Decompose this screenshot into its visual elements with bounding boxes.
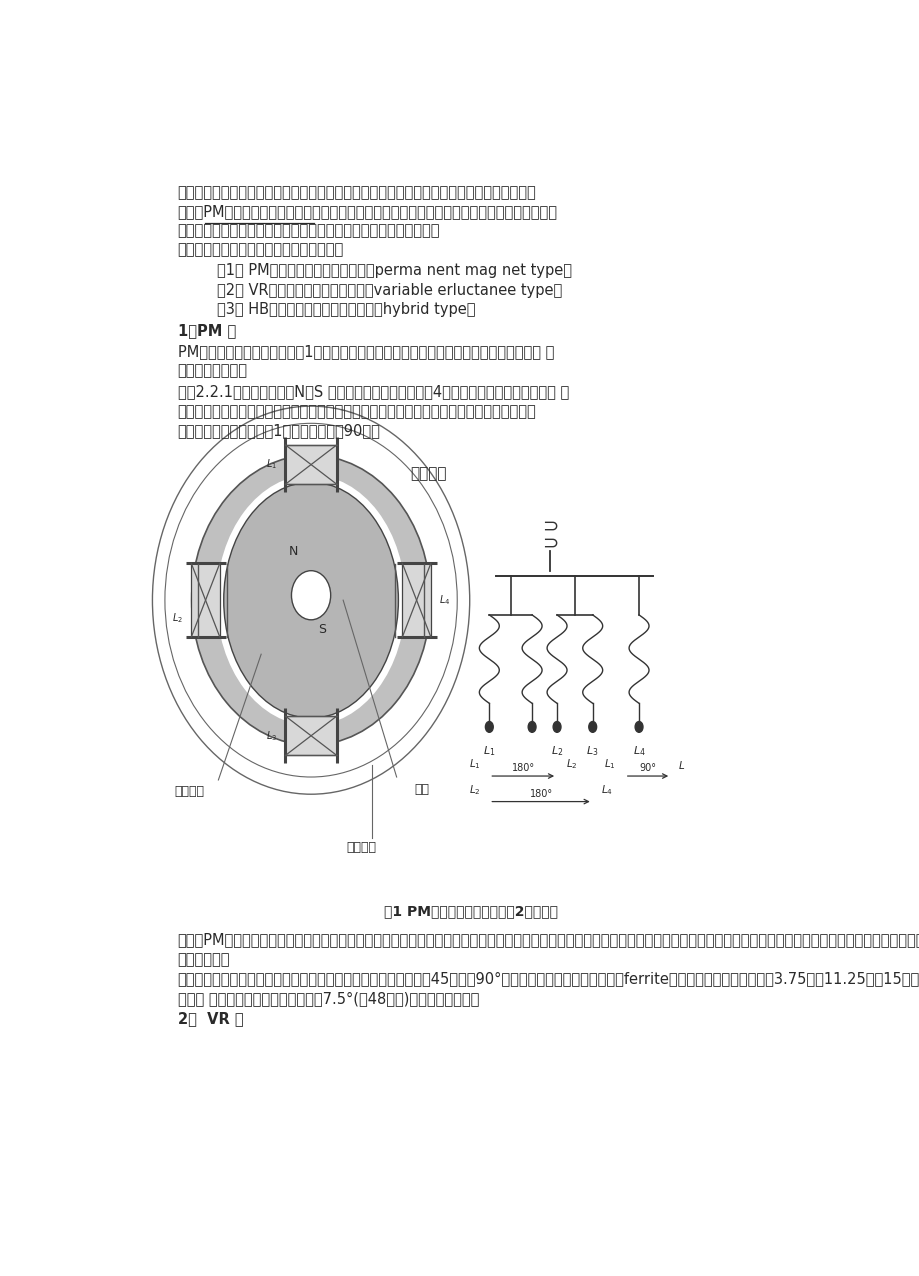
Text: 90°: 90° bbox=[639, 763, 656, 773]
Text: $L_2$: $L_2$ bbox=[565, 758, 576, 771]
Text: 180°: 180° bbox=[528, 789, 552, 799]
Text: $L_1$: $L_1$ bbox=[266, 458, 277, 471]
Circle shape bbox=[552, 721, 561, 732]
Text: 图1 PM型步进电机的原理图（2相单极）: 图1 PM型步进电机的原理图（2相单极） bbox=[384, 905, 558, 919]
Text: 转轴: 转轴 bbox=[414, 783, 428, 796]
Text: 2，  VR 型: 2， VR 型 bbox=[177, 1011, 244, 1026]
Text: $L_4$: $L_4$ bbox=[601, 783, 613, 796]
Text: （1） PM型步进电机：永久磁铁型（perma nent mag net type）: （1） PM型步进电机：永久磁铁型（perma nent mag net typ… bbox=[217, 263, 572, 278]
Text: 构成的PM型，由于电机的磁气构造分类，因此就性能上来说就会有影响，其它的有依步进电机的: 构成的PM型，由于电机的磁气构造分类，因此就性能上来说就会有影响，其它的有依步进… bbox=[177, 204, 557, 219]
Text: 而且，PM型的特征是因为在转子是永久急磁铁构成的，所以就算在无激磁（固定子的任何线圈不通电时）也需在一定程度上保持了转矩的发生，因而，依照利用这种的性质效果，可: 而且，PM型的特征是因为在转子是永久急磁铁构成的，所以就算在无激磁（固定子的任何… bbox=[177, 933, 919, 947]
Text: 不对应的增加，还有在图1的构造步进角为90。。: 不对应的增加，还有在图1的构造步进角为90。。 bbox=[177, 424, 380, 439]
Text: $L_4$: $L_4$ bbox=[439, 593, 450, 607]
Text: 这种的步进电机，它的步进角种类很多，彧钒系磁铁的转子是用在45。或者90°上，而且这些也可以用氪菁铁（ferrite）磁铁作为多极的充磁，有3.75。、11.2: 这种的步进电机，它的步进角种类很多，彧钒系磁铁的转子是用在45。或者90°上，而… bbox=[177, 971, 919, 986]
Text: $L_2$: $L_2$ bbox=[172, 611, 183, 625]
Text: 接关系，所以如需要较微细的步进角时，转子磁铁的极数和发生驱动力的固定子线圈的数不能: 接关系，所以如需要较微细的步进角时，转子磁铁的极数和发生驱动力的固定子线圈的数不… bbox=[177, 403, 536, 419]
Text: 等丰富 的种类，但是从这些数字上看7.5°(轤48步进)是最为普及化的。: 等丰富 的种类，但是从这些数字上看7.5°(轤48步进)是最为普及化的。 bbox=[177, 991, 479, 1007]
Text: 这子铁芯: 这子铁芯 bbox=[346, 841, 376, 854]
Text: N: N bbox=[289, 545, 298, 558]
Circle shape bbox=[634, 721, 642, 732]
Text: 机的外观形状来分类，也有由驱动相数来分类，和驱动回路分类等。: 机的外观形状来分类，也有由驱动相数来分类，和驱动回路分类等。 bbox=[177, 223, 440, 237]
Text: ⊃: ⊃ bbox=[541, 517, 558, 536]
FancyBboxPatch shape bbox=[285, 445, 336, 484]
Text: $L_1$: $L_1$ bbox=[482, 745, 495, 758]
Text: 转子铁芯: 转子铁芯 bbox=[175, 785, 205, 799]
Ellipse shape bbox=[191, 456, 430, 745]
Text: $L_2$: $L_2$ bbox=[469, 783, 481, 796]
Text: 在图2.2.1上，转子磁铁为N、S 一对，而它的固定子线圈由4个构成，这些因为和步进角有 直: 在图2.2.1上，转子磁铁为N、S 一对，而它的固定子线圈由4个构成，这些因为和… bbox=[177, 384, 568, 399]
Circle shape bbox=[528, 721, 536, 732]
Ellipse shape bbox=[216, 475, 405, 726]
Text: 1，PM 型: 1，PM 型 bbox=[177, 323, 236, 338]
Text: $L$: $L$ bbox=[677, 759, 685, 771]
Circle shape bbox=[485, 721, 493, 732]
Text: S: S bbox=[317, 623, 325, 637]
Text: PM型步进电机的原理构造如图1所示，转子是永久磁铁所构成，更进一步的往这个周围配置 了: PM型步进电机的原理构造如图1所示，转子是永久磁铁所构成，更进一步的往这个周围配… bbox=[177, 343, 553, 359]
Text: $L_2$: $L_2$ bbox=[550, 745, 562, 758]
FancyBboxPatch shape bbox=[402, 563, 430, 637]
Circle shape bbox=[588, 721, 596, 732]
Text: ⊃: ⊃ bbox=[541, 533, 558, 553]
Text: （2） VR型步进电机：可变磁阻型（variable erluctanee type）: （2） VR型步进电机：可变磁阻型（variable erluctanee ty… bbox=[217, 283, 562, 297]
FancyBboxPatch shape bbox=[285, 716, 336, 755]
Text: 积形的系统。: 积形的系统。 bbox=[177, 952, 230, 967]
Text: 复数个的固定子。: 复数个的固定子。 bbox=[177, 364, 247, 379]
Text: $L_3$: $L_3$ bbox=[266, 729, 277, 743]
Text: 180°: 180° bbox=[511, 763, 534, 773]
Ellipse shape bbox=[291, 570, 330, 620]
Text: 激磁线圈: 激磁线圈 bbox=[410, 466, 447, 481]
Text: $L_1$: $L_1$ bbox=[469, 758, 481, 771]
Ellipse shape bbox=[223, 482, 398, 718]
Text: 以步进电机的转子的材料可以分为三大类。: 以步进电机的转子的材料可以分为三大类。 bbox=[177, 242, 344, 258]
FancyBboxPatch shape bbox=[191, 563, 220, 637]
Text: 举个例子，各自不同的区分使用有精密位置决定控制的混合型，或者是低价格想用简易控制系: 举个例子，各自不同的区分使用有精密位置决定控制的混合型，或者是低价格想用简易控制… bbox=[177, 185, 536, 200]
Text: $L_4$: $L_4$ bbox=[632, 745, 645, 758]
Text: $L_3$: $L_3$ bbox=[585, 745, 598, 758]
Text: （3） HB型混合型步进电机，复合型（hybrid type）: （3） HB型混合型步进电机，复合型（hybrid type） bbox=[217, 302, 475, 318]
Text: $L_1$: $L_1$ bbox=[604, 758, 616, 771]
